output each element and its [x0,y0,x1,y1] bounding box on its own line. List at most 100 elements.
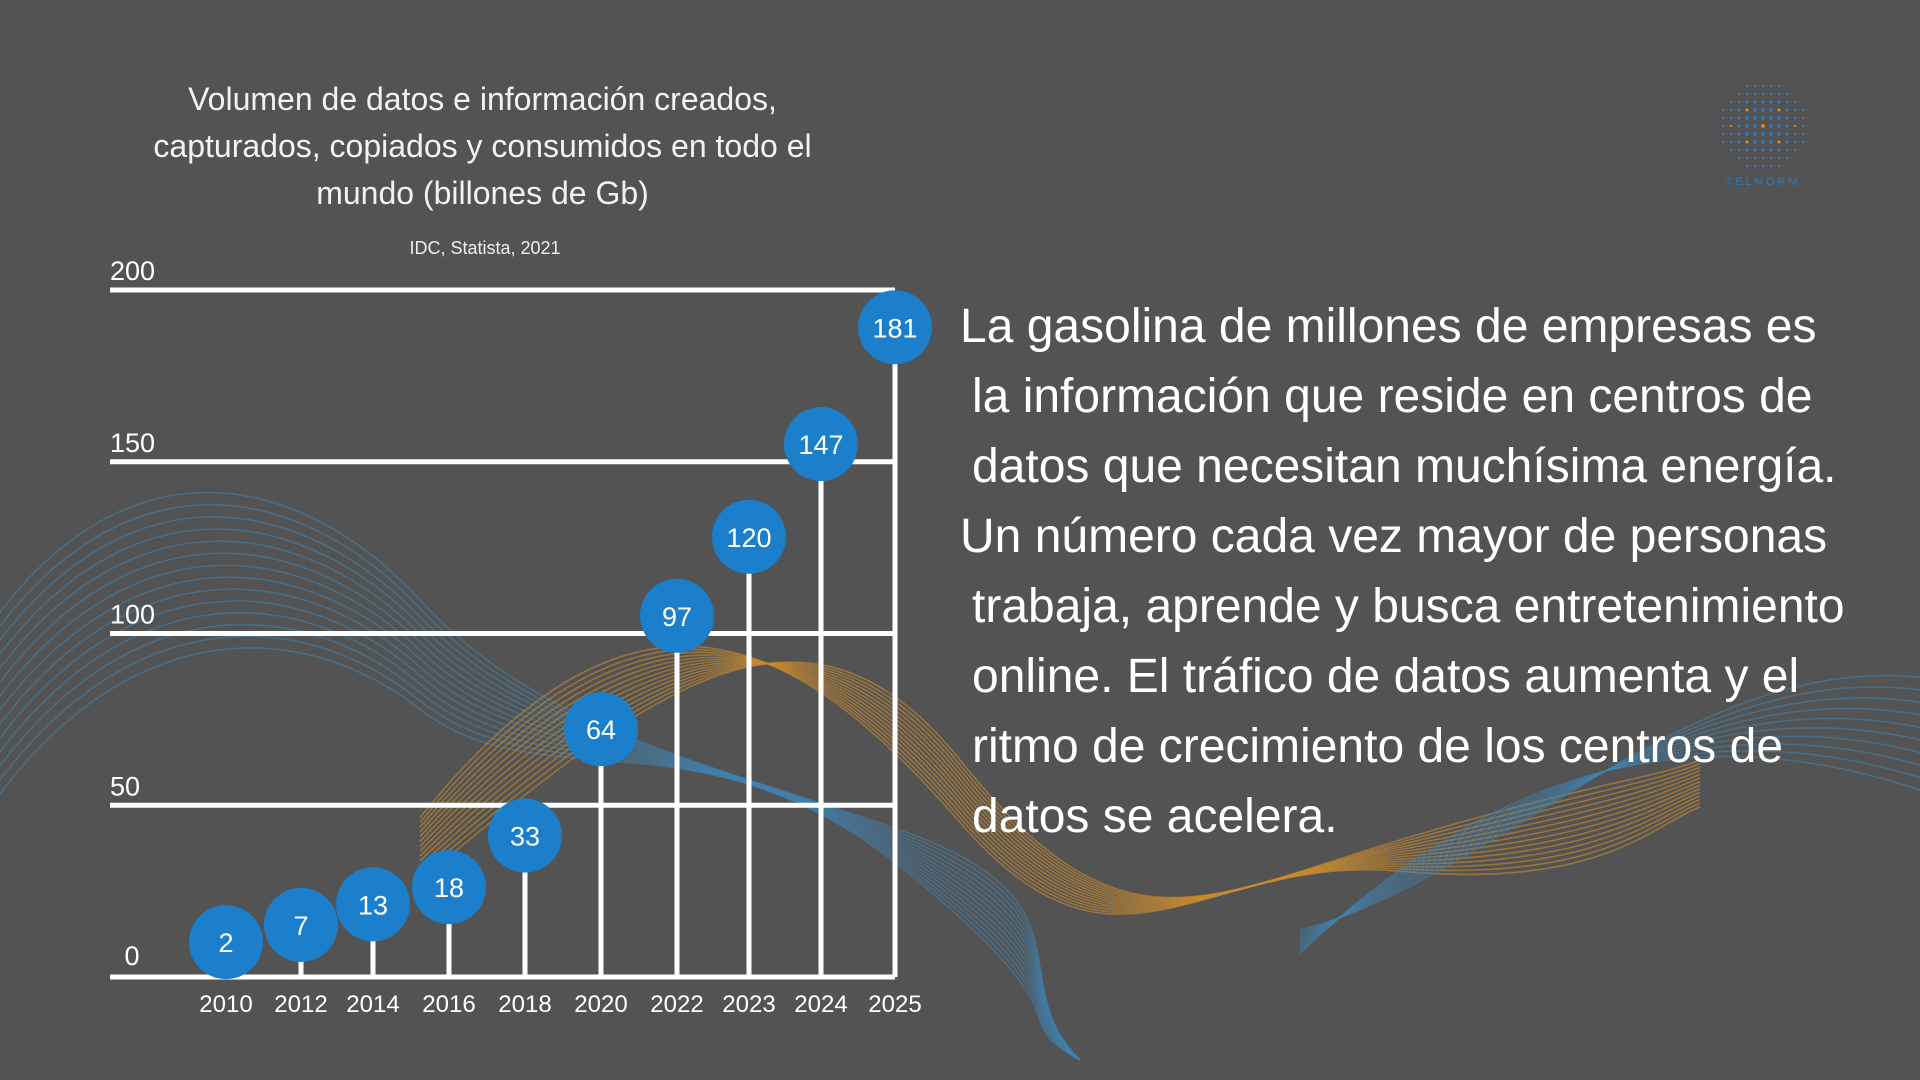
y-tick-label: 200 [110,256,155,286]
logo-dot [1737,108,1741,112]
wave-line-orange [419,658,1701,907]
logo-dot [1762,157,1764,159]
y-tick-label: 50 [110,771,140,801]
lollipop-bubble [336,867,410,942]
logo-dot [1753,108,1757,112]
logo-dot [1745,132,1749,136]
lollipop-bubble [488,798,562,873]
wave-line-blue [1299,755,1920,954]
logo-dot [1769,132,1773,136]
logo-dot [1770,93,1772,95]
logo-dot [1754,157,1756,159]
logo-dot [1745,108,1749,112]
lollipop-bubble [712,499,786,574]
logo-dot [1746,165,1748,167]
logo-dot [1778,85,1780,87]
logo-dot [1722,133,1724,135]
logo-dot [1785,140,1789,144]
logo-dot [1770,157,1772,159]
logo-dot [1722,109,1724,111]
logo-dot [1786,101,1788,103]
x-tick-label: 2023 [722,991,775,1018]
logo-dot [1745,148,1749,152]
logo-dot [1738,149,1740,151]
data-label: 120 [726,523,771,553]
body-text: La gasolina de millones de empresas es l… [960,292,1860,852]
lollipop-bubble [784,407,858,482]
logo-dot [1754,165,1756,167]
lollipop-bubble [858,290,932,365]
logo-dot [1746,93,1748,95]
data-label: 64 [586,715,616,745]
logo-dot [1761,140,1765,144]
logo-dot [1785,132,1789,136]
data-label: 181 [872,313,917,343]
x-tick-label: 2022 [650,991,703,1018]
logo-dot [1730,101,1732,103]
wave-line-orange [419,662,1701,901]
logo-dot [1746,157,1748,159]
logo-dot [1794,133,1796,135]
logo-dot [1769,116,1773,120]
logo-dot [1761,100,1765,104]
logo-dot [1794,149,1796,151]
logo-dot [1761,108,1765,112]
lollipop-bubble [564,692,638,767]
data-label: 2 [218,928,233,958]
logo-dot [1746,85,1748,87]
logo-dot [1769,124,1773,128]
body-paragraph-2: Un número cada vez mayor de personas tra… [960,510,1845,843]
data-label: 33 [510,822,540,852]
logo-dot [1794,101,1796,103]
logo-dot [1769,140,1773,144]
logo-dot [1730,141,1732,143]
data-label: 7 [293,911,308,941]
y-tick-label: 100 [110,600,155,630]
logo-dot [1738,93,1740,95]
logo-text: TELNORM [1725,176,1801,188]
logo-dot [1785,116,1789,120]
logo-dot [1737,124,1741,128]
logo-dot [1754,93,1756,95]
data-label: 97 [662,602,692,632]
x-tick-label: 2010 [199,991,252,1018]
chart-source: IDC, Statista, 2021 [409,238,561,258]
logo-dot [1753,124,1757,128]
chart-title: Volumen de datos e información creados, … [153,81,812,211]
logo-dot [1753,148,1757,152]
logo-dot [1753,132,1757,136]
logo-dot [1738,157,1740,159]
logo-dot [1761,116,1765,120]
logo-dot [1753,100,1757,104]
logo-dot [1753,116,1757,120]
x-tick-label: 2014 [346,991,399,1018]
lollipop-bubble [640,578,714,653]
logo-dot [1786,93,1788,95]
logo-dot [1794,117,1796,119]
logo-dot [1785,108,1789,112]
y-tick-label: 150 [110,428,155,458]
logo-dot [1722,125,1724,127]
wave-line-orange [419,662,1701,901]
logo-dot [1777,116,1781,120]
logo-dot [1730,133,1732,135]
data-label: 18 [434,873,464,903]
x-tick-label: 2012 [274,991,327,1018]
logo-dot [1794,109,1796,111]
lollipop-bubble [412,850,486,925]
logo-dot [1722,117,1724,119]
logo-dot [1753,140,1757,144]
x-tick-label: 2018 [498,991,551,1018]
logo-dot [1786,149,1788,151]
logo-dot [1802,125,1804,127]
logo-dot [1762,93,1764,95]
logo-dot [1737,116,1741,120]
logo-dot [1761,132,1765,136]
wave-line-orange [419,662,1701,900]
logo-dot [1730,117,1732,119]
logo-dot [1762,85,1764,87]
logo-dot [1777,132,1781,136]
logo-dot [1762,165,1764,167]
logo-dot [1769,108,1773,112]
